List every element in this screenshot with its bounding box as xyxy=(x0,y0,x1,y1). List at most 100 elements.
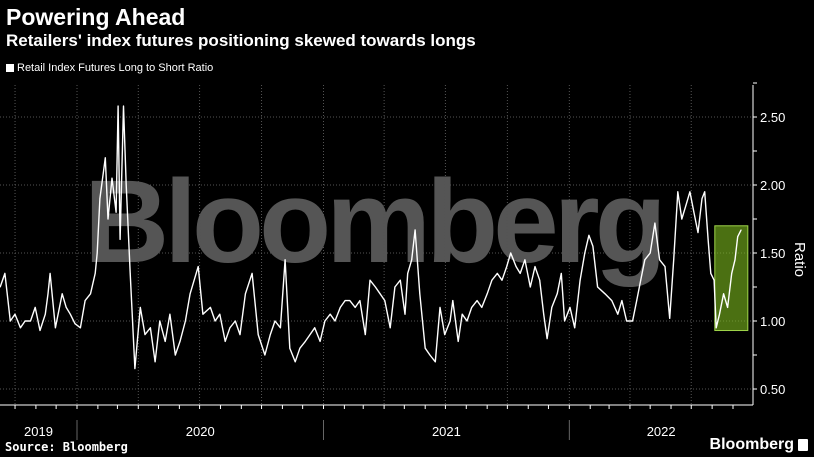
data-point xyxy=(404,313,406,315)
data-point xyxy=(481,306,483,308)
data-point xyxy=(84,300,86,302)
data-point xyxy=(457,340,459,342)
data-point xyxy=(47,293,49,295)
data-point xyxy=(389,327,391,329)
data-point xyxy=(279,327,281,329)
data-point xyxy=(560,272,562,274)
data-point xyxy=(424,347,426,349)
data-point xyxy=(202,313,204,315)
data-point xyxy=(344,300,346,302)
data-point xyxy=(164,340,166,342)
data-point xyxy=(30,320,32,322)
data-point xyxy=(14,313,16,315)
data-point xyxy=(49,272,51,274)
data-point xyxy=(274,320,276,322)
data-point xyxy=(134,368,136,370)
data-point xyxy=(339,306,341,308)
data-point xyxy=(693,211,695,213)
data-point xyxy=(697,232,699,234)
series-group xyxy=(0,105,742,370)
data-point xyxy=(444,334,446,336)
data-point xyxy=(379,293,381,295)
data-point xyxy=(414,229,416,231)
data-point xyxy=(349,300,351,302)
data-point xyxy=(144,334,146,336)
data-point xyxy=(239,334,241,336)
source-note: Source: Bloomberg xyxy=(5,440,128,454)
data-point xyxy=(597,286,599,288)
data-point xyxy=(588,234,590,236)
data-point xyxy=(329,313,331,315)
data-point xyxy=(551,306,553,308)
data-point xyxy=(636,300,638,302)
y-tick-label: 2.50 xyxy=(760,110,785,125)
data-point xyxy=(104,157,106,159)
data-point xyxy=(659,259,661,261)
data-point xyxy=(304,340,306,342)
data-point xyxy=(384,300,386,302)
data-point xyxy=(569,306,571,308)
data-point xyxy=(294,361,296,363)
data-point xyxy=(496,272,498,274)
data-point xyxy=(39,330,41,332)
data-point xyxy=(4,272,6,274)
data-point xyxy=(65,306,67,308)
data-point xyxy=(79,327,81,329)
data-point xyxy=(719,313,721,315)
data-point xyxy=(689,191,691,193)
data-point xyxy=(740,229,742,231)
y-tick-label: 0.50 xyxy=(760,382,785,397)
x-tick-label: 2019 xyxy=(24,424,53,439)
data-point xyxy=(534,266,536,268)
data-point xyxy=(209,306,211,308)
data-point xyxy=(710,272,712,274)
data-point xyxy=(309,334,311,336)
data-point xyxy=(407,272,409,274)
x-tick-label: 2022 xyxy=(647,424,676,439)
data-point xyxy=(626,320,628,322)
data-point xyxy=(89,293,91,295)
data-point xyxy=(61,293,63,295)
data-point xyxy=(369,279,371,281)
data-point xyxy=(19,327,21,329)
data-point xyxy=(129,272,131,274)
data-point xyxy=(354,306,356,308)
data-point xyxy=(529,286,531,288)
data-point xyxy=(117,105,119,107)
data-point xyxy=(399,279,401,281)
legend-label: Retail Index Futures Long to Short Ratio xyxy=(17,62,214,74)
data-point xyxy=(664,266,666,268)
legend: Retail Index Futures Long to Short Ratio xyxy=(6,62,213,74)
data-point xyxy=(284,259,286,261)
data-point xyxy=(74,323,76,325)
data-point xyxy=(715,327,717,329)
data-point xyxy=(677,191,679,193)
data-point xyxy=(429,354,431,356)
data-point xyxy=(727,306,729,308)
data-point xyxy=(673,259,675,261)
data-point xyxy=(214,320,216,322)
data-point xyxy=(219,313,221,315)
data-point xyxy=(224,340,226,342)
data-point xyxy=(649,252,651,254)
data-point xyxy=(139,306,141,308)
data-point xyxy=(704,191,706,193)
data-point xyxy=(731,272,733,274)
bloomberg-logo: Bloomberg xyxy=(710,436,808,454)
data-point xyxy=(644,259,646,261)
data-point xyxy=(411,259,413,261)
data-point xyxy=(319,340,321,342)
data-point xyxy=(471,306,473,308)
data-point xyxy=(640,279,642,281)
data-point xyxy=(154,361,156,363)
data-point xyxy=(174,354,176,356)
data-point xyxy=(9,320,11,322)
data-point xyxy=(452,300,454,302)
data-point xyxy=(543,313,545,315)
data-point xyxy=(539,279,541,281)
data-point xyxy=(34,306,36,308)
data-point xyxy=(179,340,181,342)
data-point xyxy=(159,320,161,322)
brand-text: Bloomberg xyxy=(709,436,794,453)
data-point xyxy=(611,300,613,302)
